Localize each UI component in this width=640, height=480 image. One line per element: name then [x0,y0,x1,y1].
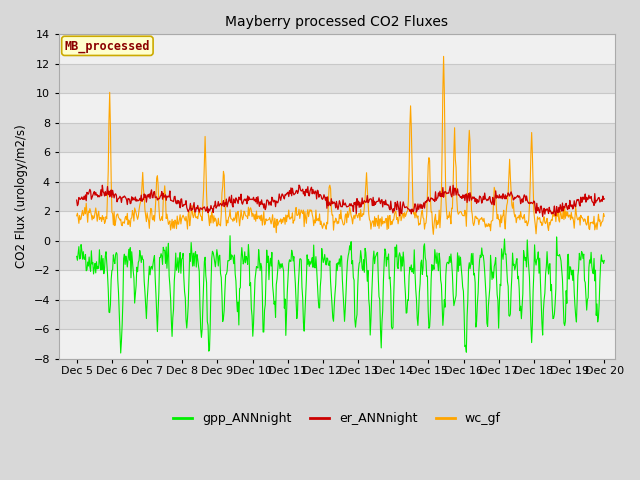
Title: Mayberry processed CO2 Fluxes: Mayberry processed CO2 Fluxes [225,15,449,29]
Y-axis label: CO2 Flux (urology/m2/s): CO2 Flux (urology/m2/s) [15,125,28,268]
Text: MB_processed: MB_processed [65,39,150,52]
Bar [59,241,615,270]
Legend: gpp_ANNnight, er_ANNnight, wc_gf: gpp_ANNnight, er_ANNnight, wc_gf [168,408,506,431]
Bar [59,64,615,93]
Bar [59,182,615,211]
Bar [59,123,615,152]
Bar [59,300,615,329]
